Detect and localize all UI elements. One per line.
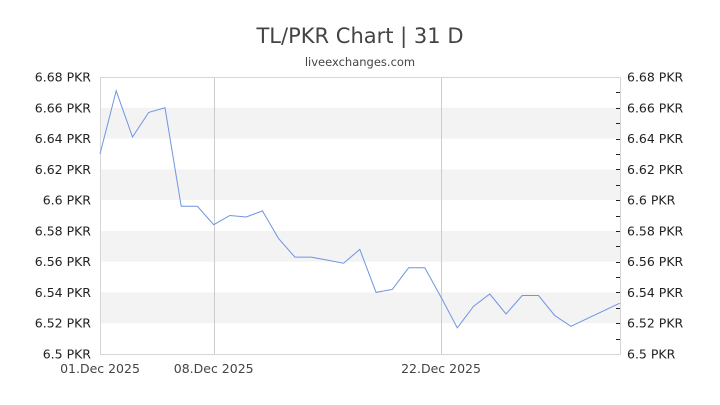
x-tick-label: 22.Dec 2025	[401, 361, 481, 376]
y-tick-label: 6.52 PKR	[35, 316, 92, 331]
y-tick-label: 6.5 PKR	[627, 347, 676, 362]
grid-bands	[100, 107, 620, 324]
y-tick-label: 6.62 PKR	[35, 162, 92, 177]
chart-title: TL/PKR Chart | 31 D	[256, 24, 464, 48]
y-axis-left: 6.68 PKR 6.66 PKR 6.64 PKR 6.62 PKR 6.6 PKR 6…	[35, 70, 92, 362]
series-line	[99, 89, 620, 329]
y-tick-label: 6.62 PKR	[627, 162, 684, 177]
plot-border	[100, 77, 621, 355]
y-axis-right: 6.68 PKR 6.66 PKR 6.64 PKR 6.62 PKR 6.6 PKR 6…	[627, 70, 684, 362]
y-tick-label: 6.54 PKR	[35, 285, 92, 300]
y-tick-label: 6.64 PKR	[627, 131, 684, 146]
y-tick-label: 6.6 PKR	[43, 193, 92, 208]
grid-band	[100, 107, 620, 139]
grid-band	[100, 230, 620, 262]
y-tick-label: 6.64 PKR	[35, 131, 92, 146]
y-tick-label: 6.58 PKR	[627, 223, 684, 238]
y-tick-label: 6.66 PKR	[627, 100, 684, 115]
y-tick-label: 6.56 PKR	[35, 254, 92, 269]
y-tick-label: 6.5 PKR	[43, 347, 92, 362]
chart-subtitle: liveexchanges.com	[304, 55, 416, 69]
x-tick-label: 08.Dec 2025	[174, 361, 254, 376]
right-axis-ticks	[616, 92, 620, 340]
y-tick-label: 6.68 PKR	[627, 70, 684, 85]
y-tick-label: 6.58 PKR	[35, 223, 92, 238]
y-tick-label: 6.52 PKR	[627, 316, 684, 331]
grid-band	[100, 292, 620, 324]
y-tick-label: 6.68 PKR	[35, 70, 92, 85]
x-axis: 01.Dec 2025 08.Dec 2025 22.Dec 2025	[60, 361, 481, 376]
y-tick-label: 6.6 PKR	[627, 193, 676, 208]
y-tick-label: 6.66 PKR	[35, 100, 92, 115]
y-tick-label: 6.54 PKR	[627, 285, 684, 300]
vertical-gridlines	[214, 77, 442, 354]
grid-band	[100, 169, 620, 201]
x-tick-label: 01.Dec 2025	[60, 361, 140, 376]
y-tick-label: 6.56 PKR	[627, 254, 684, 269]
